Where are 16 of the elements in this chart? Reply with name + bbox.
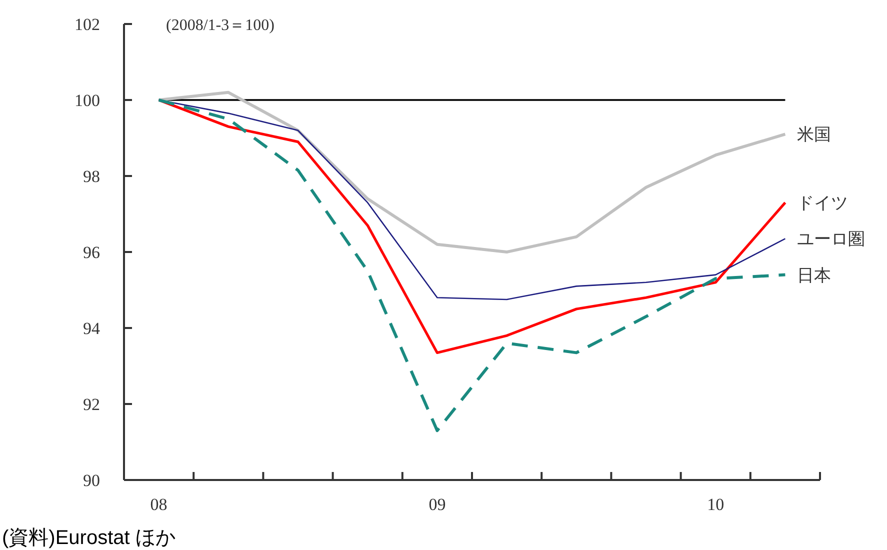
- series-label: ドイツ: [797, 194, 848, 213]
- y-tick-label: 98: [83, 167, 100, 186]
- y-tick-label: 102: [74, 15, 100, 34]
- x-tick-label: 09: [428, 495, 446, 514]
- x-tick-label: 08: [150, 495, 168, 514]
- text: (資料)Eurostat ほか: [2, 527, 176, 549]
- series-label: 日本: [797, 266, 832, 285]
- y-tick-label: 92: [83, 395, 100, 414]
- series-label: ユーロ圏: [797, 230, 866, 249]
- x-tick-label: 10: [707, 495, 724, 514]
- y-tick-label: 100: [74, 91, 100, 110]
- y-tick-label: 94: [83, 319, 100, 338]
- annotation: (2008/1-3＝100): [166, 17, 274, 34]
- series-label: 米国: [797, 125, 832, 144]
- y-tick-label: 96: [83, 243, 100, 262]
- y-tick-label: 90: [83, 471, 100, 490]
